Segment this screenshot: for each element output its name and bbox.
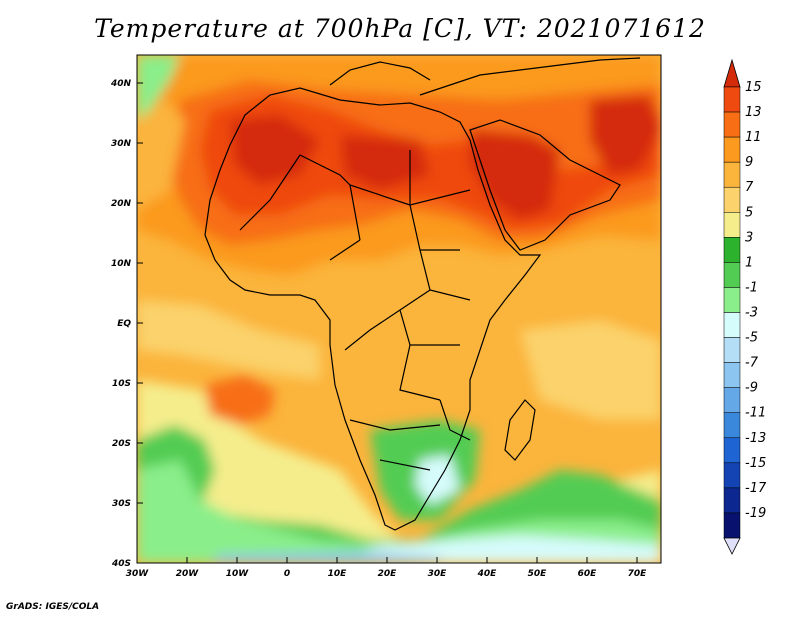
lat-tick: 40N — [110, 79, 143, 89]
colorbar-cell — [723, 136, 741, 163]
colorbar-cell — [723, 287, 741, 313]
colorbar-label: -19 — [745, 506, 766, 521]
colorbar-label: 13 — [745, 105, 762, 120]
lat-tick: 10N — [111, 259, 143, 269]
colorbar-cell — [723, 262, 741, 288]
lon-tick-label: 60E — [578, 569, 598, 579]
lat-tick: 10S — [112, 379, 143, 389]
colorbar-label: -7 — [745, 356, 759, 371]
temperature-field — [137, 55, 661, 563]
lat-tick-label: 10S — [112, 379, 131, 389]
lon-tick-label: 40E — [477, 569, 498, 579]
lon-tick: 60E — [578, 557, 598, 579]
colorbar-cell — [723, 161, 741, 188]
lon-tick: 70E — [628, 557, 648, 579]
lat-tick: EQ — [117, 319, 143, 329]
lat-tick-label: EQ — [117, 319, 131, 329]
lat-tick: 40S — [111, 559, 143, 569]
lon-tick: 10E — [328, 557, 348, 579]
lat-axis: 40N 30N 20N 10N EQ 10S 20S 30S 40S — [110, 79, 143, 569]
lon-axis: 30W 20W 10W 0 10E 20E 30E 40E 50E 60E 70… — [126, 557, 647, 579]
lon-tick-label: 0 — [284, 569, 290, 579]
lon-tick-label: 20E — [378, 569, 398, 579]
lat-tick: 30N — [111, 139, 143, 149]
colorbar-label: 11 — [745, 130, 762, 145]
map-frame — [136, 54, 662, 564]
colorbar: 15 13 11 9 7 5 3 1 -1 -3 -5 -7 -9 -11 -13 -15 -17 -19 — [723, 58, 767, 555]
lat-tick: 30S — [112, 499, 143, 509]
colorbar-label: 9 — [745, 155, 753, 170]
colorbar-cell — [723, 186, 741, 213]
lat-tick-label: 30N — [111, 139, 132, 149]
lon-tick: 10W — [226, 557, 250, 579]
lon-tick-label: 70E — [628, 569, 648, 579]
colorbar-cell — [723, 312, 741, 338]
colorbar-label: -13 — [745, 431, 766, 446]
colorbar-label: 7 — [745, 180, 754, 195]
colorbar-label: -3 — [745, 306, 758, 321]
lat-tick-label: 40N — [110, 79, 132, 89]
colorbar-label: 15 — [745, 80, 762, 95]
colorbar-cell — [723, 237, 741, 263]
lon-tick-label: 10W — [226, 569, 250, 579]
colorbar-label: -17 — [745, 481, 767, 496]
colorbar-cell — [723, 487, 741, 514]
lon-tick-label: 20W — [176, 569, 200, 579]
colorbar-cell — [723, 337, 741, 363]
lon-tick: 40E — [477, 557, 498, 579]
lat-tick: 20S — [112, 439, 143, 449]
colorbar-label: -11 — [745, 406, 766, 421]
colorbar-bottom-arrow — [723, 537, 741, 555]
lon-tick-label: 30E — [428, 569, 448, 579]
colorbar-cell — [723, 437, 741, 464]
colorbar-label: -15 — [745, 456, 766, 471]
lat-tick-label: 40S — [111, 559, 131, 569]
lon-tick: 50E — [528, 557, 548, 579]
colorbar-cell — [723, 512, 741, 539]
colorbar-label: -9 — [745, 381, 758, 396]
colorbar-cell — [723, 462, 741, 489]
map-title: Temperature at 700hPa [C], VT: 202107161… — [94, 14, 706, 43]
lon-tick: 30E — [428, 557, 448, 579]
colorbar-label: 5 — [745, 205, 753, 220]
coastlines — [204, 57, 641, 531]
colorbar-label: -5 — [745, 331, 758, 346]
lon-tick-label: 50E — [528, 569, 548, 579]
colorbar-cell — [723, 387, 741, 413]
colorbar-cell — [723, 212, 741, 238]
lon-tick: 30W — [126, 557, 150, 579]
colorbar-label: 3 — [745, 230, 753, 245]
colorbar-cell — [723, 111, 741, 138]
colorbar-top-arrow — [723, 58, 741, 88]
colorbar-cell — [723, 362, 741, 388]
lon-tick: 0 — [284, 557, 290, 579]
lon-tick-label: 10E — [328, 569, 348, 579]
lat-tick-label: 30S — [112, 499, 131, 509]
lat-tick-label: 10N — [111, 259, 132, 269]
footer-credit: GrADS: IGES/COLA — [6, 602, 100, 612]
colorbar-label: 1 — [745, 255, 753, 270]
colorbar-cell — [723, 86, 741, 113]
lon-tick: 20E — [378, 557, 398, 579]
lon-tick-label: 30W — [126, 569, 150, 579]
lat-tick: 20N — [111, 199, 143, 209]
lat-tick-label: 20N — [111, 199, 132, 209]
colorbar-label: -1 — [745, 280, 758, 295]
lat-tick-label: 20S — [112, 439, 131, 449]
colorbar-cell — [723, 412, 741, 439]
lon-tick: 20W — [176, 557, 200, 579]
